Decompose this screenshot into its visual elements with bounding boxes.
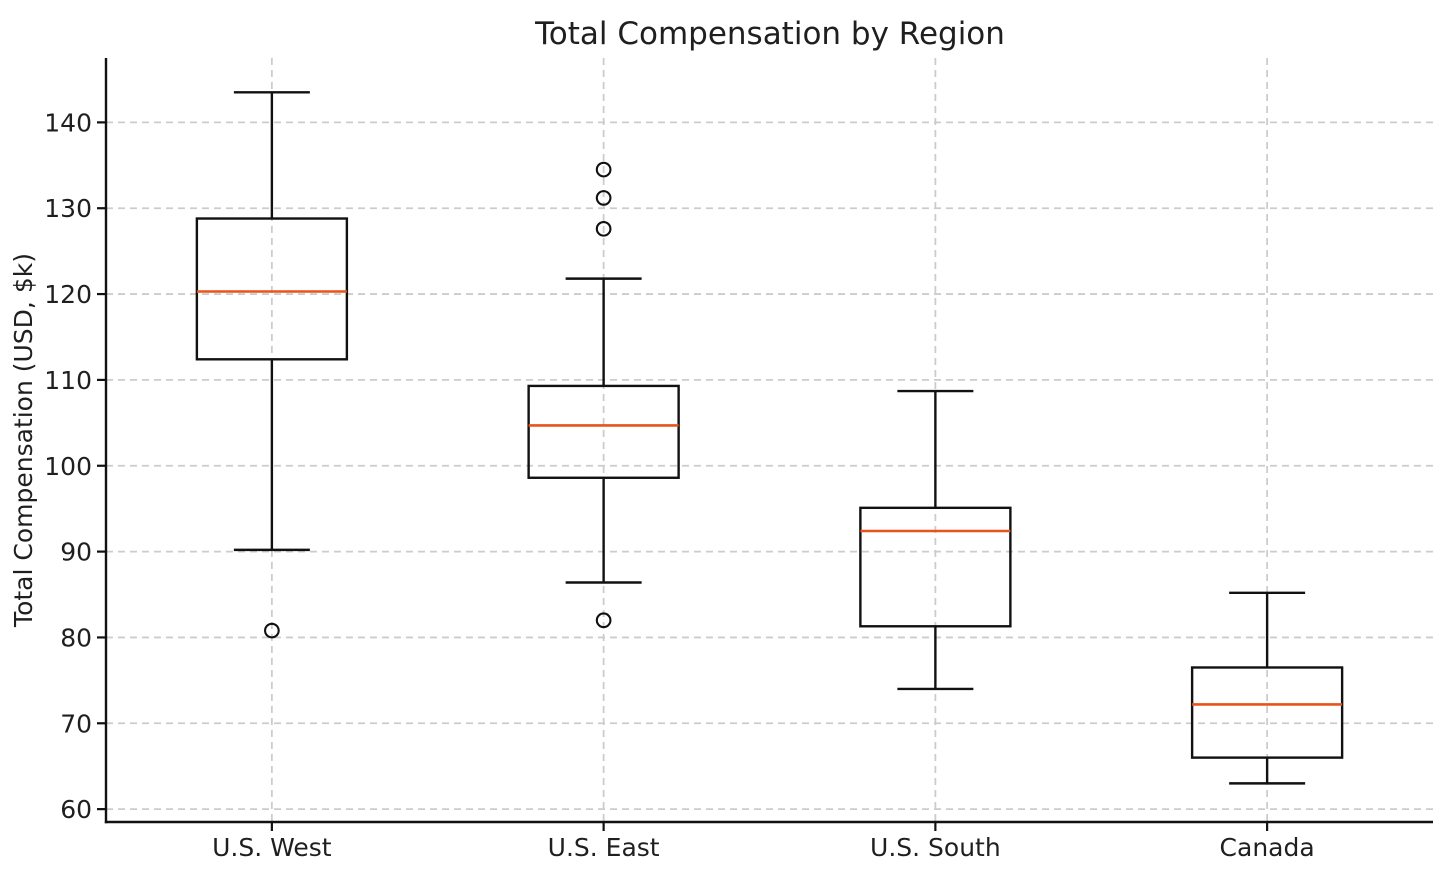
plot-area xyxy=(195,91,1344,785)
ytick-label-70: 70 xyxy=(60,709,92,738)
outlier-u-s-east-1 xyxy=(595,190,612,206)
box-u-s-south xyxy=(859,506,1012,628)
axes-layer xyxy=(97,58,1433,831)
chart-title: Total Compensation by Region xyxy=(534,16,1005,52)
box-canada xyxy=(1190,666,1344,759)
xtick-label-u-s-south: U.S. South xyxy=(870,833,1001,862)
boxplot-u-s-west xyxy=(195,91,349,639)
boxplot-u-s-east xyxy=(527,161,680,629)
outlier-u-s-east-0 xyxy=(595,161,612,178)
boxplot-u-s-south xyxy=(859,389,1012,691)
outlier-u-s-west-0 xyxy=(264,622,280,639)
ytick-label-120: 120 xyxy=(44,280,92,309)
box-u-s-west xyxy=(195,217,349,361)
ytick-label-60: 60 xyxy=(60,795,92,824)
ytick-label-80: 80 xyxy=(60,623,92,652)
xtick-label-u-s-east: U.S. East xyxy=(548,833,660,862)
ytick-label-130: 130 xyxy=(44,194,92,223)
ytick-label-100: 100 xyxy=(44,452,92,481)
ytick-label-90: 90 xyxy=(60,538,92,567)
grid-layer xyxy=(106,58,1433,822)
xtick-label-canada: Canada xyxy=(1220,833,1315,862)
outlier-u-s-east-2 xyxy=(595,220,612,237)
boxplot-canada xyxy=(1190,591,1344,785)
ytick-label-140: 140 xyxy=(44,108,92,137)
outlier-u-s-east-3 xyxy=(595,612,612,629)
box-u-s-east xyxy=(527,384,680,479)
y-axis-label: Total Compensation (USD, $k) xyxy=(9,253,38,628)
tick-label-layer: 60 70 80 90 100 110 120 130 140 U.S. West U.S. Eas… xyxy=(44,108,1314,862)
ytick-label-110: 110 xyxy=(44,366,92,395)
xtick-label-u-s-west: U.S. West xyxy=(212,833,332,862)
